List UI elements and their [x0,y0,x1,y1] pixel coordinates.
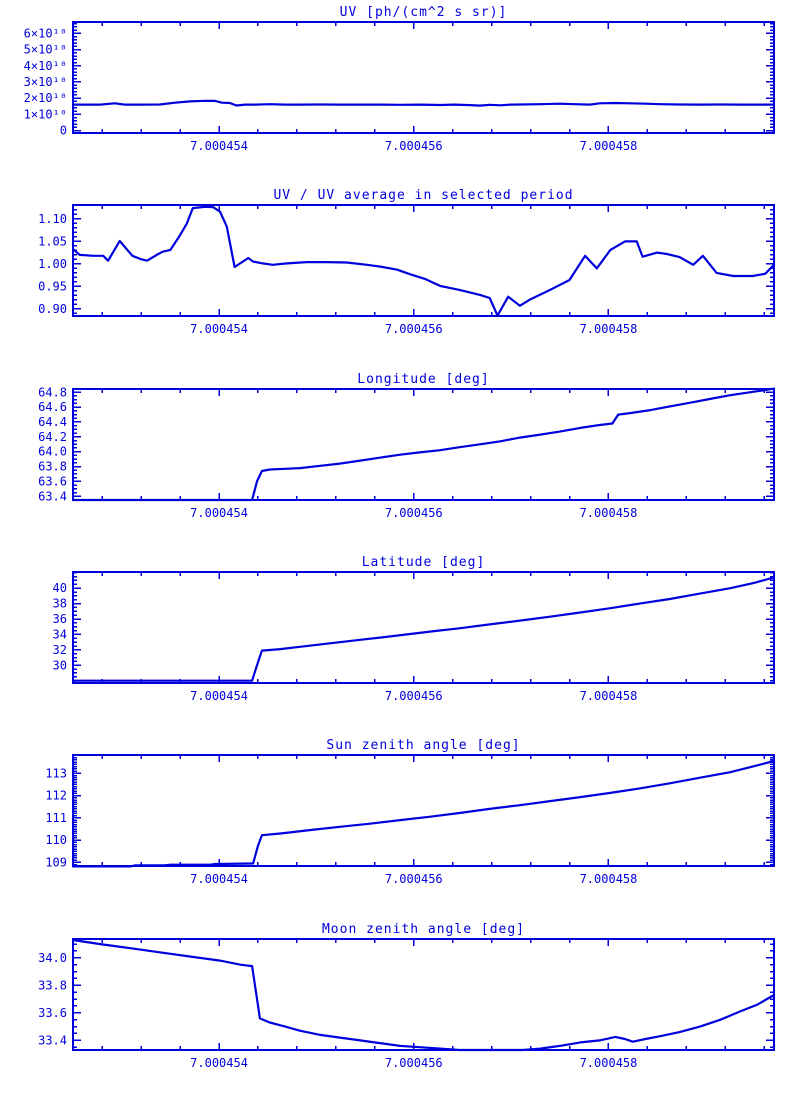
x-tick-label: 7.000458 [580,689,638,703]
x-tick-label: 7.000454 [190,322,248,336]
series-line-uv-ratio [71,205,776,317]
y-tick-label: 32 [53,643,67,657]
panel-title-moon-zenith: Moon zenith angle [deg] [322,922,525,937]
x-tick-label: 7.000456 [385,506,443,520]
panel-longitude: Longitude [deg]63.463.663.864.064.264.46… [38,372,776,520]
series-line-moon-zenith [71,938,776,1052]
x-tick-label: 7.000454 [190,506,248,520]
x-tick-label: 7.000456 [385,872,443,886]
y-tick-label: 111 [45,811,67,825]
y-tick-label: 36 [53,612,67,626]
y-tick-label: 33.4 [38,1033,67,1047]
y-tick-label: 0.90 [38,302,67,316]
series-line-latitude [71,576,776,682]
plot-frame [72,21,775,134]
x-tick-label: 7.000456 [385,689,443,703]
panel-title-longitude: Longitude [deg] [357,372,489,387]
y-tick-label: 110 [45,833,67,847]
series-line-longitude [71,387,776,502]
x-tick-label: 7.000454 [190,1056,248,1070]
y-tick-label: 63.6 [38,474,67,488]
x-tick-label: 7.000456 [385,1056,443,1070]
y-tick-label: 109 [45,855,67,869]
y-tick-label: 1.05 [38,234,67,248]
y-tick-label: 34.0 [38,951,67,965]
y-tick-label: 0 [60,124,67,138]
y-tick-label: 112 [45,789,67,803]
panel-uv: UV [ph/(cm^2 s sr)] 0 1×10¹⁰ 2×10¹⁰ 3×10¹⁰ 4×… [24,5,776,153]
y-tick-label: 64.6 [38,400,67,414]
y-tick-label: 33.8 [38,978,67,992]
y-tick-label: 0.95 [38,279,67,293]
x-tick-label: 7.000458 [580,139,638,153]
y-tick-label: 4×10¹⁰ [24,59,67,73]
x-tick-label: 7.000454 [190,689,248,703]
panel-title-sun-zenith: Sun zenith angle [deg] [326,738,520,753]
panel-sun-zenith: Sun zenith angle [deg] 109 110 111 112 113 7.0… [45,738,776,886]
plot-frame [72,204,775,317]
y-tick-label: 34 [53,627,67,641]
y-tick-label: 2×10¹⁰ [24,91,67,105]
panel-uv-ratio: UV / UV average in selected period 0.90 0.… [38,188,776,336]
y-tick-label: 64.8 [38,385,67,399]
y-tick-label: 63.8 [38,460,67,474]
y-tick-label: 3×10¹⁰ [24,75,67,89]
panel-title-uv: UV [ph/(cm^2 s sr)] [340,5,508,20]
y-tick-label: 40 [53,581,67,595]
plot-frame [72,571,775,684]
x-tick-label: 7.000456 [385,139,443,153]
y-tick-label: 113 [45,766,67,780]
x-tick-label: 7.000458 [580,1056,638,1070]
panel-title-uv-ratio: UV / UV average in selected period [273,188,573,203]
y-tick-label: 63.4 [38,489,67,503]
x-tick-label: 7.000458 [580,872,638,886]
series-line-uv [71,99,776,107]
x-tick-label: 7.000454 [190,139,248,153]
x-tick-label: 7.000454 [190,872,248,886]
y-tick-label: 30 [53,658,67,672]
series-line-sun-zenith [71,759,776,868]
panel-title-latitude: Latitude [deg] [362,555,486,570]
plot-frame [72,754,775,867]
y-tick-label: 6×10¹⁰ [24,26,67,40]
y-tick-label: 64.4 [38,415,67,429]
y-tick-label: 1.10 [38,212,67,226]
x-tick-label: 7.000458 [580,322,638,336]
y-tick-label: 38 [53,597,67,611]
y-tick-label: 64.0 [38,445,67,459]
x-tick-label: 7.000458 [580,506,638,520]
x-tick-label: 7.000456 [385,322,443,336]
y-tick-label: 33.6 [38,1006,67,1020]
y-tick-label: 5×10¹⁰ [24,43,67,57]
panel-moon-zenith: Moon zenith angle [deg] 33.4 33.6 33.8 34.0 7… [38,922,776,1070]
y-tick-label: 1.00 [38,257,67,271]
y-tick-label: 1×10¹⁰ [24,107,67,121]
y-tick-label: 64.2 [38,430,67,444]
